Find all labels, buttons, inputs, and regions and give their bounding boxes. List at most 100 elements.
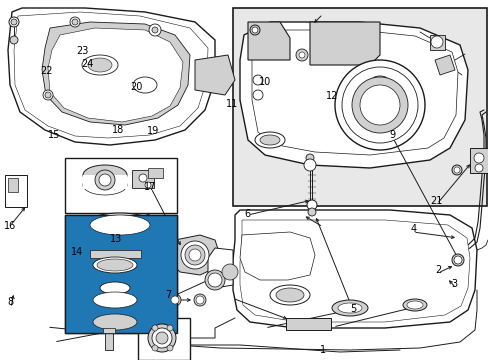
Circle shape <box>222 264 238 280</box>
Circle shape <box>451 254 463 266</box>
Text: 2: 2 <box>434 265 440 275</box>
Circle shape <box>43 90 53 100</box>
Text: 18: 18 <box>112 125 124 135</box>
Polygon shape <box>168 235 220 275</box>
Bar <box>232 8 486 206</box>
Text: 9: 9 <box>389 130 395 140</box>
Text: 4: 4 <box>409 224 415 234</box>
Circle shape <box>70 17 80 27</box>
Circle shape <box>184 245 204 265</box>
Bar <box>5 175 27 207</box>
Circle shape <box>453 167 459 173</box>
Text: 13: 13 <box>110 234 122 244</box>
Circle shape <box>72 19 78 25</box>
Circle shape <box>152 328 172 348</box>
Ellipse shape <box>331 300 367 316</box>
Bar <box>285 318 330 330</box>
Ellipse shape <box>90 215 150 235</box>
Text: 12: 12 <box>325 91 338 102</box>
Circle shape <box>304 159 315 171</box>
Circle shape <box>251 27 258 33</box>
Circle shape <box>305 154 313 162</box>
Circle shape <box>167 325 173 331</box>
Circle shape <box>189 249 201 261</box>
Ellipse shape <box>351 77 407 133</box>
Circle shape <box>148 324 176 352</box>
Bar <box>66 216 176 332</box>
Bar <box>65 158 177 213</box>
Circle shape <box>207 273 222 287</box>
Circle shape <box>249 25 260 35</box>
Polygon shape <box>251 30 457 155</box>
Ellipse shape <box>82 55 118 75</box>
Ellipse shape <box>88 58 112 72</box>
Circle shape <box>473 153 483 163</box>
Ellipse shape <box>406 301 422 309</box>
Text: 19: 19 <box>147 126 160 136</box>
Polygon shape <box>434 55 454 75</box>
Circle shape <box>171 296 179 304</box>
Text: 7: 7 <box>165 290 171 300</box>
Polygon shape <box>247 22 289 60</box>
Ellipse shape <box>133 77 157 93</box>
Polygon shape <box>120 308 138 318</box>
Circle shape <box>99 174 111 186</box>
Circle shape <box>152 27 158 33</box>
Polygon shape <box>195 55 235 95</box>
Circle shape <box>45 92 51 98</box>
Ellipse shape <box>269 285 309 305</box>
Bar <box>87 300 142 322</box>
Circle shape <box>453 256 461 264</box>
Text: 11: 11 <box>225 99 238 109</box>
Polygon shape <box>42 22 190 125</box>
Text: 24: 24 <box>81 59 93 69</box>
Circle shape <box>298 52 305 58</box>
Ellipse shape <box>93 257 137 273</box>
Ellipse shape <box>371 76 387 84</box>
Ellipse shape <box>93 314 137 330</box>
Circle shape <box>152 325 158 331</box>
Circle shape <box>11 19 17 25</box>
Ellipse shape <box>337 303 361 313</box>
Ellipse shape <box>87 290 142 310</box>
Bar <box>103 328 115 333</box>
Bar <box>148 168 163 178</box>
Circle shape <box>145 182 151 188</box>
Text: 3: 3 <box>451 279 457 289</box>
Circle shape <box>156 332 168 344</box>
Ellipse shape <box>334 60 424 150</box>
Circle shape <box>169 294 181 306</box>
Circle shape <box>307 208 315 216</box>
Text: 15: 15 <box>47 130 60 140</box>
Polygon shape <box>309 22 379 65</box>
Circle shape <box>149 24 161 36</box>
Bar <box>132 170 154 188</box>
Text: 22: 22 <box>41 66 53 76</box>
Circle shape <box>430 36 442 48</box>
Ellipse shape <box>110 235 126 245</box>
Ellipse shape <box>97 259 133 271</box>
Circle shape <box>196 296 203 304</box>
Polygon shape <box>232 210 476 328</box>
Text: 6: 6 <box>244 209 250 219</box>
Ellipse shape <box>402 299 426 311</box>
Circle shape <box>252 90 263 100</box>
Bar <box>65 215 177 333</box>
Ellipse shape <box>341 67 417 143</box>
Ellipse shape <box>359 85 399 125</box>
Bar <box>83 175 127 189</box>
Circle shape <box>252 75 263 85</box>
Ellipse shape <box>85 213 155 237</box>
Circle shape <box>295 49 307 61</box>
Text: 16: 16 <box>3 221 16 231</box>
Polygon shape <box>48 28 183 122</box>
Ellipse shape <box>87 312 142 332</box>
Polygon shape <box>240 22 467 168</box>
Ellipse shape <box>93 292 137 308</box>
Ellipse shape <box>125 239 141 251</box>
Bar <box>469 148 487 173</box>
Circle shape <box>167 345 173 351</box>
Polygon shape <box>240 220 469 322</box>
Text: 21: 21 <box>429 196 442 206</box>
Circle shape <box>306 200 316 210</box>
